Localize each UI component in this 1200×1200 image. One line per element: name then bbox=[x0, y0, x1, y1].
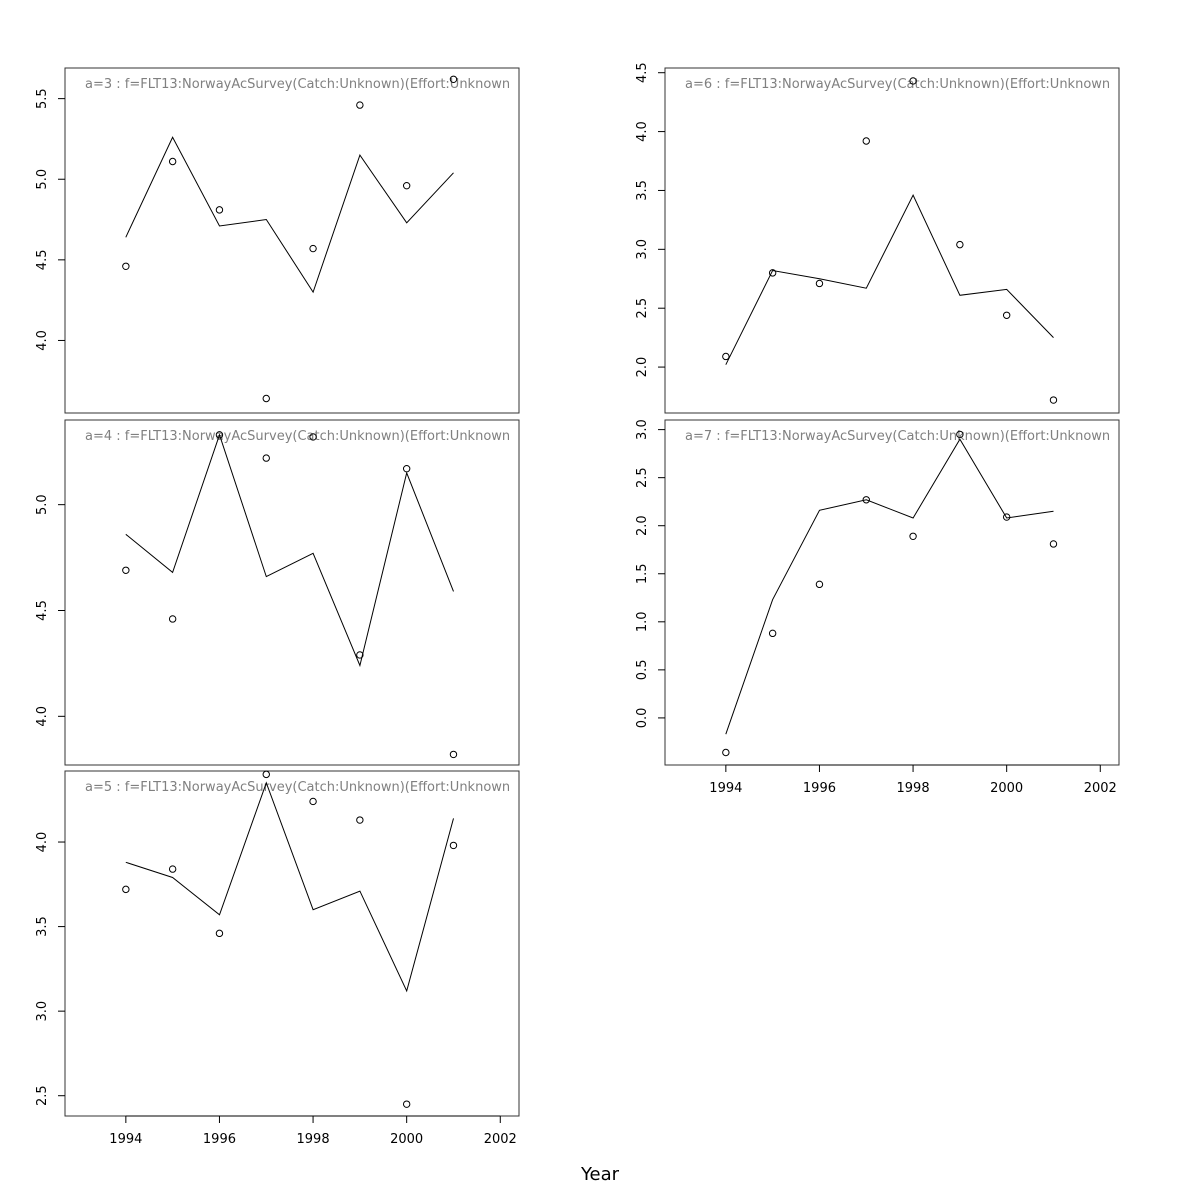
y-tick-label: 5.0 bbox=[35, 169, 50, 190]
observed-point bbox=[356, 816, 364, 824]
observed-point bbox=[768, 269, 777, 277]
y-tick-label: 3.0 bbox=[35, 1001, 50, 1022]
y-tick-label: 3.5 bbox=[35, 916, 50, 937]
panel-title: a=4 : f=FLT13:NorwayAcSurvey(Catch:Unkno… bbox=[85, 429, 510, 444]
observed-point bbox=[309, 244, 317, 253]
fitted-line bbox=[125, 781, 454, 993]
fitted-line bbox=[125, 433, 454, 668]
observed-point bbox=[956, 430, 964, 439]
observed-point bbox=[862, 137, 870, 145]
y-tick-label: 3.0 bbox=[635, 419, 650, 440]
fitted-line bbox=[725, 438, 1054, 735]
y-tick-label: 4.5 bbox=[635, 62, 650, 83]
observed-point bbox=[449, 75, 458, 83]
observed-point bbox=[402, 1100, 411, 1108]
observed-point bbox=[262, 770, 270, 779]
observed-point bbox=[768, 629, 777, 638]
x-tick-label: 1998 bbox=[897, 781, 930, 796]
panel-title: a=6 : f=FLT13:NorwayAcSurvey(Catch:Unkno… bbox=[685, 77, 1110, 92]
observed-point bbox=[449, 750, 458, 759]
panel-title: a=3 : f=FLT13:NorwayAcSurvey(Catch:Unkno… bbox=[85, 77, 510, 92]
observed-point bbox=[402, 464, 411, 473]
y-tick-label: 0.5 bbox=[635, 660, 650, 681]
fitted-line bbox=[125, 136, 454, 294]
panel-4: a=6 : f=FLT13:NorwayAcSurvey(Catch:Unkno… bbox=[635, 62, 1120, 414]
observed-point bbox=[1049, 396, 1058, 404]
observed-point bbox=[356, 651, 364, 659]
panel-1: a=3 : f=FLT13:NorwayAcSurvey(Catch:Unkno… bbox=[35, 67, 520, 414]
observed-point bbox=[449, 841, 458, 850]
y-tick-label: 3.0 bbox=[635, 239, 650, 260]
observed-point bbox=[215, 206, 224, 214]
panel-2: a=4 : f=FLT13:NorwayAcSurvey(Catch:Unkno… bbox=[35, 419, 520, 766]
panel-title: a=7 : f=FLT13:NorwayAcSurvey(Catch:Unkno… bbox=[685, 429, 1110, 444]
observed-point bbox=[356, 101, 364, 109]
observed-point bbox=[722, 748, 730, 757]
x-tick-label: 2002 bbox=[484, 1132, 517, 1147]
x-tick-label: 1996 bbox=[203, 1132, 236, 1147]
y-tick-label: 4.5 bbox=[35, 600, 50, 621]
observed-point bbox=[815, 580, 824, 589]
x-tick-label: 1994 bbox=[709, 781, 742, 796]
x-tick-label: 2002 bbox=[1084, 781, 1117, 796]
observed-point bbox=[215, 929, 224, 938]
observed-point bbox=[122, 262, 130, 270]
x-tick-label: 1996 bbox=[803, 781, 836, 796]
y-tick-label: 0.0 bbox=[635, 708, 650, 729]
observed-point bbox=[402, 181, 411, 190]
x-tick-label: 1994 bbox=[109, 1132, 142, 1147]
x-axis-panel-3: 1994 1996 1998 2000 2002 bbox=[109, 1115, 517, 1147]
observed-point bbox=[309, 797, 317, 806]
panel-frame bbox=[64, 419, 520, 766]
panel-frame bbox=[64, 67, 520, 414]
observed-point bbox=[722, 352, 730, 361]
observed-point bbox=[215, 431, 224, 439]
observed-point bbox=[168, 615, 177, 623]
y-tick-label: 3.5 bbox=[635, 180, 650, 201]
y-tick-label: 1.0 bbox=[635, 611, 650, 632]
y-tick-label: 1.5 bbox=[635, 563, 650, 584]
x-axis-label: Year bbox=[580, 1164, 620, 1185]
y-tick-label: 2.5 bbox=[35, 1085, 50, 1106]
observed-point bbox=[956, 240, 964, 249]
observed-point bbox=[262, 394, 270, 403]
x-tick-label: 2000 bbox=[390, 1132, 423, 1147]
observed-point bbox=[262, 454, 270, 462]
panel-frame bbox=[664, 67, 1120, 414]
panel-5: a=7 : f=FLT13:NorwayAcSurvey(Catch:Unkno… bbox=[635, 419, 1120, 766]
x-axes-group: 1994 1996 1998 2000 2002 1994 1996 1998 2000 2002 bbox=[109, 764, 1117, 1147]
y-tick-label: 2.5 bbox=[635, 467, 650, 488]
panel-3: a=5 : f=FLT13:NorwayAcSurvey(Catch:Unkno… bbox=[35, 770, 520, 1117]
observed-point bbox=[909, 77, 917, 85]
y-tick-label: 2.0 bbox=[635, 515, 650, 536]
observed-point bbox=[122, 566, 130, 574]
observed-point bbox=[122, 885, 130, 894]
y-tick-label: 4.0 bbox=[635, 121, 650, 142]
y-tick-label: 5.5 bbox=[35, 88, 50, 109]
observed-point bbox=[815, 279, 824, 288]
panel-frame bbox=[64, 770, 520, 1117]
observed-point bbox=[909, 532, 917, 540]
fitted-line bbox=[725, 194, 1054, 365]
y-tick-label: 4.5 bbox=[35, 250, 50, 271]
y-tick-label: 2.0 bbox=[635, 357, 650, 378]
y-tick-label: 4.0 bbox=[35, 330, 50, 351]
x-axis-panel-5: 1994 1996 1998 2000 2002 bbox=[709, 764, 1117, 796]
observed-point bbox=[168, 157, 177, 166]
observed-point bbox=[1002, 513, 1011, 521]
y-tick-label: 2.5 bbox=[635, 298, 650, 319]
observed-point bbox=[309, 433, 317, 441]
observed-point bbox=[168, 865, 177, 873]
y-tick-label: 4.0 bbox=[35, 832, 50, 853]
observed-point bbox=[1049, 540, 1058, 548]
panel-title: a=5 : f=FLT13:NorwayAcSurvey(Catch:Unkno… bbox=[85, 780, 510, 795]
y-tick-label: 5.0 bbox=[35, 494, 50, 515]
x-tick-label: 1998 bbox=[297, 1132, 330, 1147]
x-tick-label: 2000 bbox=[990, 781, 1023, 796]
observed-point bbox=[1002, 311, 1011, 319]
panels-group: a=3 : f=FLT13:NorwayAcSurvey(Catch:Unkno… bbox=[35, 62, 1120, 1117]
y-tick-label: 4.0 bbox=[35, 706, 50, 727]
observed-point bbox=[862, 496, 870, 504]
